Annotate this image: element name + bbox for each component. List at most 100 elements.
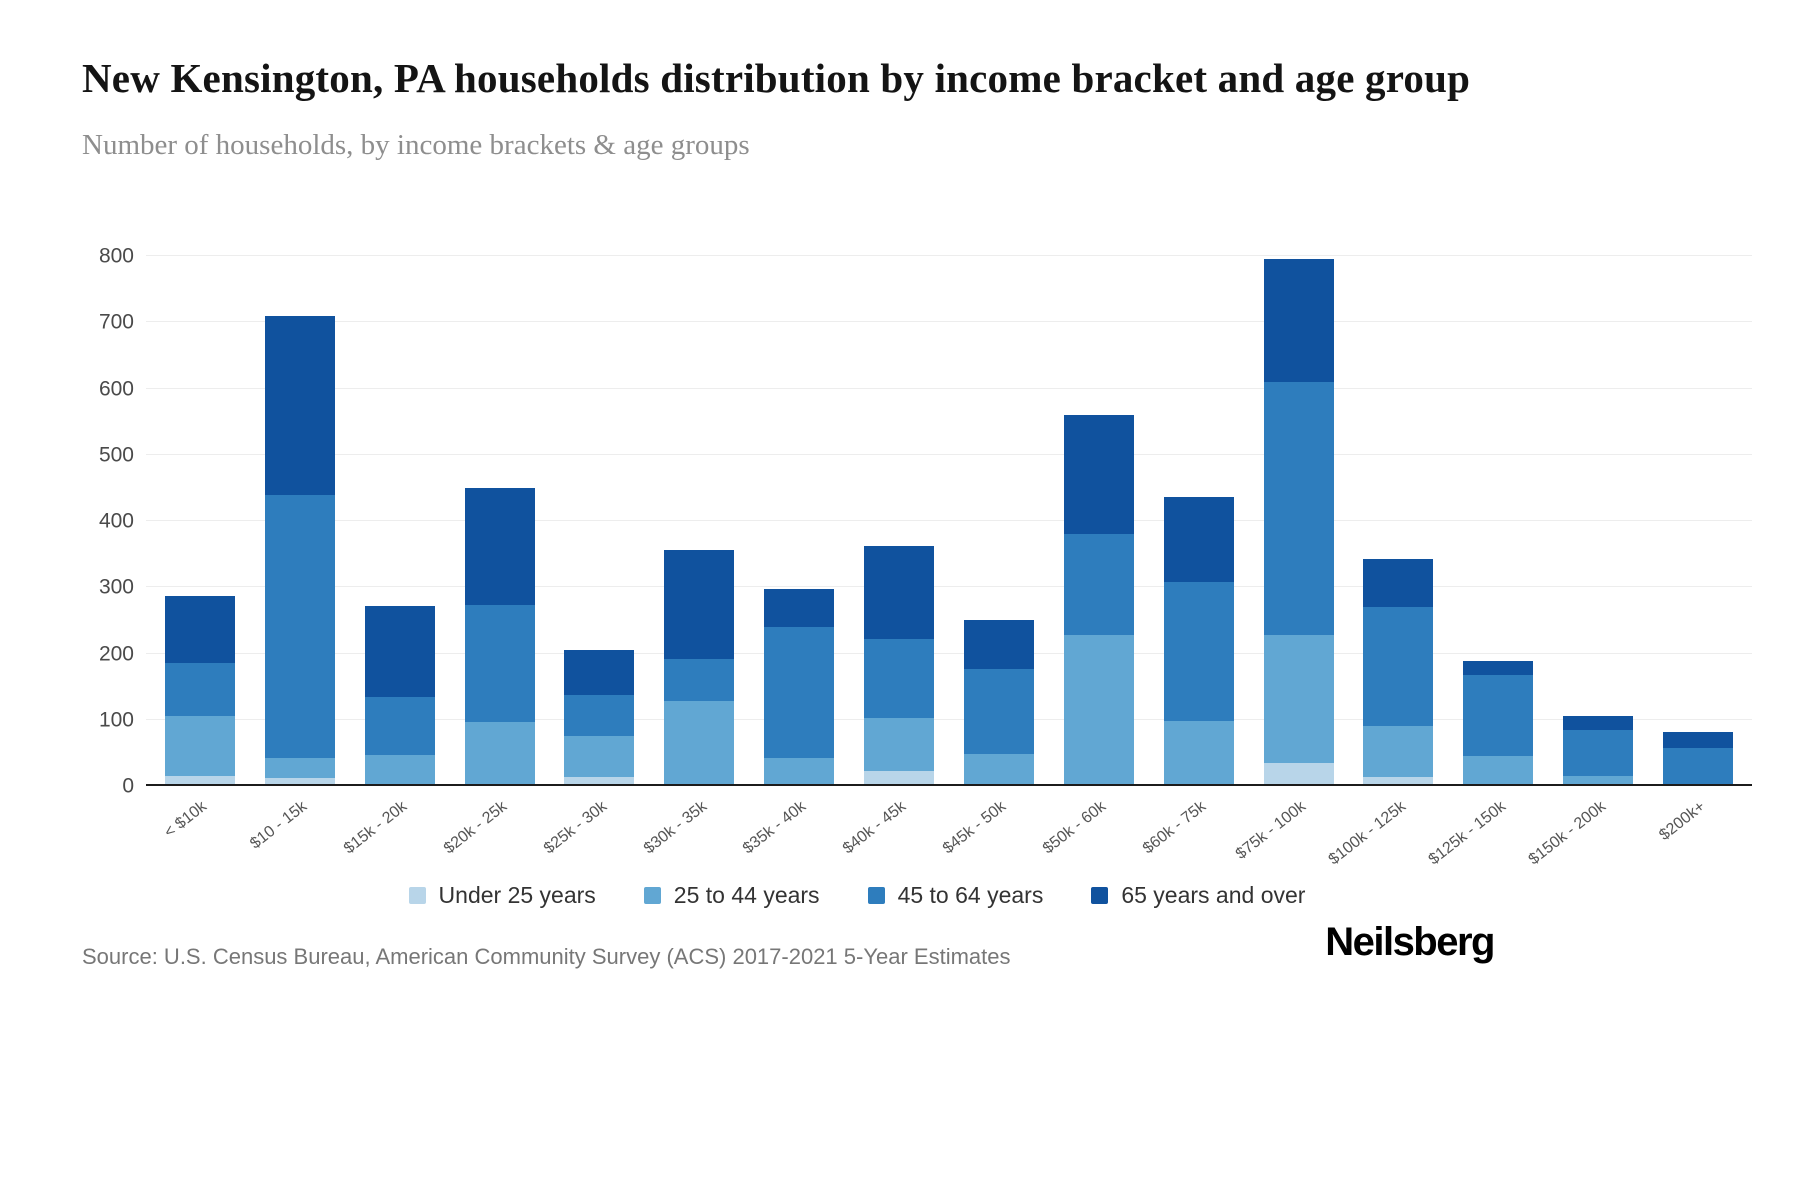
source-text: Source: U.S. Census Bureau, American Com… <box>82 944 1011 969</box>
stacked-bar <box>1063 256 1134 786</box>
bar-segment <box>664 549 735 659</box>
x-axis-tick: $30k - 35k <box>640 786 749 872</box>
bar-column <box>1448 256 1548 786</box>
bar-segment <box>364 606 435 697</box>
bar-segment <box>164 595 235 664</box>
bar-column <box>550 256 650 786</box>
chart-title: New Kensington, PA households distributi… <box>82 55 1471 101</box>
bar-segment <box>764 588 835 628</box>
bar-segment <box>464 605 535 722</box>
bar-segment <box>1163 496 1234 582</box>
bar-segment <box>1363 607 1434 727</box>
stacked-bar <box>1263 256 1334 786</box>
stacked-bar <box>564 256 635 786</box>
x-axis-tick-label: $60k - 75k <box>1139 798 1210 858</box>
y-axis-tick-label: 200 <box>98 642 134 665</box>
bar-segment <box>264 494 335 759</box>
y-axis-tick-label: 500 <box>98 443 134 467</box>
gridline <box>146 520 1752 521</box>
y-axis-tick-label: 100 <box>98 708 134 732</box>
stacked-bar <box>1363 256 1434 786</box>
bar-segment <box>864 771 935 786</box>
stacked-bar <box>1163 256 1234 786</box>
stacked-bar <box>664 256 735 786</box>
bar-segment <box>764 757 835 786</box>
x-axis-tick: $40k - 45k <box>840 786 949 872</box>
x-axis-tick: $15k - 20k <box>341 786 450 872</box>
bar-segment <box>564 777 635 786</box>
bar-segment <box>164 776 235 786</box>
bar-segment <box>1263 381 1334 635</box>
x-axis-tick: $35k - 40k <box>740 786 849 872</box>
x-axis-line <box>146 784 1752 786</box>
gridline <box>146 321 1752 323</box>
bar-column <box>250 256 350 786</box>
chart-header: New Kensington, PA households distributi… <box>82 52 1730 162</box>
bar-column <box>1049 256 1149 786</box>
bar-column <box>649 256 749 786</box>
bar-segment <box>1563 776 1634 786</box>
bar-segment <box>1563 729 1634 777</box>
legend-label: Under 25 years <box>438 882 596 908</box>
bar-segment <box>963 619 1034 669</box>
bar-segment <box>464 487 535 606</box>
x-axis-tick: $10 - 15k <box>247 786 350 872</box>
x-axis-tick: $150k - 200k <box>1525 786 1648 872</box>
bar-segment <box>1063 634 1134 786</box>
bar-segment <box>664 701 735 786</box>
x-axis-tick-label: $15k - 20k <box>340 798 411 858</box>
bar-column <box>450 256 550 786</box>
x-axis-tick-label: $40k - 45k <box>840 798 910 858</box>
bar-column <box>749 256 849 786</box>
y-axis-tick-label: 300 <box>98 575 134 599</box>
legend-label: 25 to 44 years <box>673 882 820 908</box>
x-axis-tick: $45k - 50k <box>940 786 1049 872</box>
bar-segment <box>1663 731 1734 749</box>
bar-column <box>1548 256 1648 786</box>
stacked-bar <box>1463 256 1534 786</box>
bar-segment <box>1263 762 1334 786</box>
x-axis-tick-label: $45k - 50k <box>940 798 1010 858</box>
x-axis-tick: $60k - 75k <box>1140 786 1249 872</box>
bar-column <box>949 256 1049 786</box>
gridline <box>146 387 1752 389</box>
bar-segment <box>1263 634 1334 763</box>
bar-column <box>350 256 450 786</box>
y-axis: 0 100 200 300 400 500 600 700 800 <box>82 246 140 797</box>
bar-segment <box>1463 660 1534 675</box>
bar-column <box>1249 256 1349 786</box>
bar-segment <box>1063 534 1134 635</box>
stacked-bar <box>164 256 235 786</box>
legend-item: 25 to 44 years <box>643 882 820 909</box>
legend-swatch-icon <box>408 887 426 904</box>
y-axis-tick-label: 800 <box>98 244 134 268</box>
legend-label: 45 to 64 years <box>897 882 1044 908</box>
chart-subtitle: Number of households, by income brackets… <box>82 129 750 162</box>
gridline <box>146 255 1752 256</box>
bar-segment <box>564 649 635 696</box>
bar-segment <box>864 546 935 639</box>
bar-segment <box>963 754 1034 786</box>
plot-row: 0 100 200 300 400 500 600 700 800 <box>82 246 1752 797</box>
x-axis-tick-label: $50k - 60k <box>1039 798 1110 858</box>
bar-segment <box>164 663 235 717</box>
bar-segment <box>864 638 935 718</box>
bar-segment <box>864 717 935 772</box>
x-axis-labels: < $10k $10 - 15k $15k - 20k $20k - 25k $25k … <box>146 786 1752 872</box>
bar-segment <box>963 668 1034 755</box>
x-axis-tick-label: $20k - 25k <box>440 798 511 858</box>
x-axis-tick: $50k - 60k <box>1040 786 1149 872</box>
stacked-bar-chart: 0 100 200 300 400 500 600 700 800 < $10k $10 - 15… <box>82 246 1752 909</box>
bar-segment <box>564 695 635 737</box>
y-axis-tick-label: 0 <box>122 774 134 798</box>
neilsberg-logo: Neilsberg <box>1325 920 1495 964</box>
bars-container <box>146 256 1752 786</box>
stacked-bar <box>1563 256 1634 786</box>
legend-item: 45 to 64 years <box>867 882 1044 909</box>
stacked-bar <box>364 256 435 786</box>
legend-swatch-icon <box>1091 887 1109 904</box>
stacked-bar <box>1663 256 1734 786</box>
legend-item: 65 years and over <box>1091 882 1305 909</box>
bar-segment <box>1663 748 1734 786</box>
x-axis-tick-label: $10 - 15k <box>247 798 311 853</box>
